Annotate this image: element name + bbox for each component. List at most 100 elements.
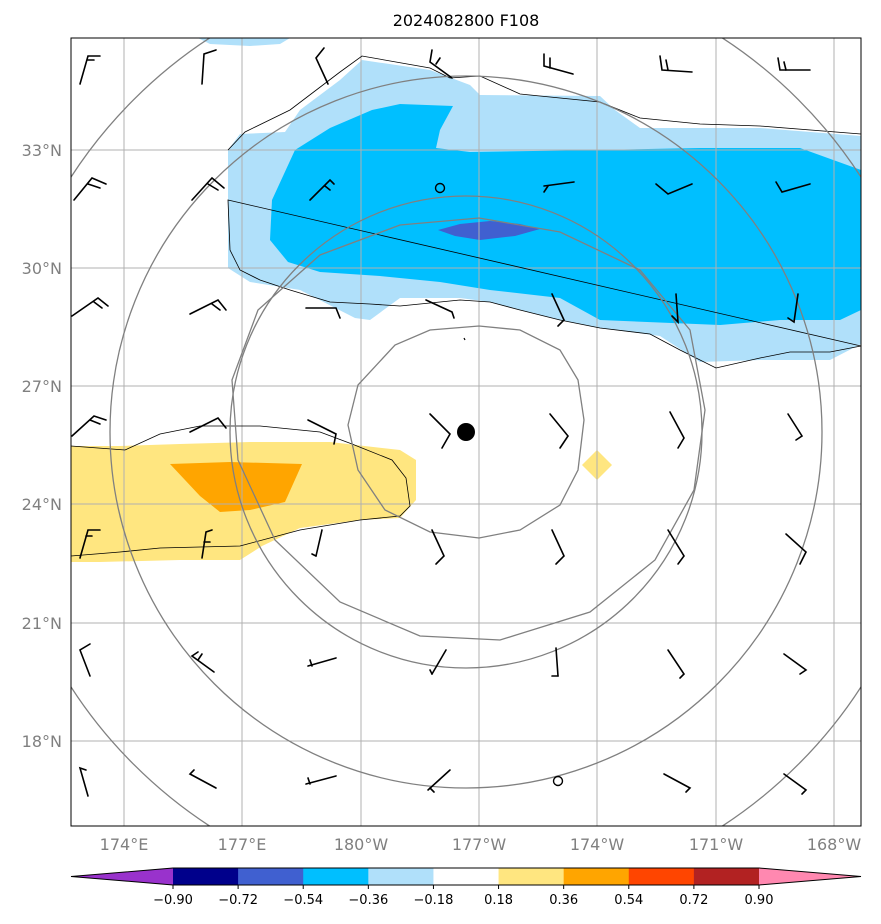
wind-barb xyxy=(307,419,337,445)
colorbar-segment xyxy=(368,868,434,885)
wind-barb xyxy=(431,529,445,565)
contour-ring-1 xyxy=(231,217,706,641)
upper-contour xyxy=(227,55,861,369)
contour-inner xyxy=(347,325,585,539)
colorbar: −0.90 −0.72 −0.54 −0.36 −0.18 0.18 0.36 0.54 0.7… xyxy=(70,867,862,908)
wind-barb xyxy=(188,769,217,789)
wind-barb xyxy=(79,529,101,559)
wind-barb xyxy=(667,529,685,565)
small-mark xyxy=(463,337,466,341)
lon-label: 180°W xyxy=(334,835,389,854)
wind-barb xyxy=(189,298,227,315)
wind-calm xyxy=(434,182,446,194)
wind-barb xyxy=(79,55,101,85)
wind-barb xyxy=(305,307,341,319)
wind-barb xyxy=(427,769,451,793)
wind-barb xyxy=(785,533,807,565)
wind-barb xyxy=(783,773,808,795)
map-area xyxy=(71,38,861,826)
lon-label: 177°W xyxy=(452,835,507,854)
lat-label: 18°N xyxy=(22,732,62,751)
wind-barb xyxy=(671,293,679,325)
colorbar-tick-label: 0.18 xyxy=(484,893,513,908)
colorbar-segment xyxy=(498,868,565,885)
lon-label: 171°W xyxy=(689,835,744,854)
wind-barb xyxy=(787,293,799,324)
colorbar-tick-label: −0.72 xyxy=(218,893,258,908)
lon-label: 174°W xyxy=(570,835,625,854)
lat-label: 27°N xyxy=(22,377,62,396)
map-frame xyxy=(70,37,862,827)
wind-barb xyxy=(71,415,107,437)
wind-barb xyxy=(201,529,213,559)
wind-barbs xyxy=(71,47,811,797)
colorbar-segment xyxy=(303,868,369,885)
wind-barb xyxy=(309,178,335,201)
wind-barb xyxy=(551,647,559,677)
wind-barb xyxy=(311,529,323,557)
wind-barb xyxy=(73,177,107,201)
colorbar-tick-label: −0.36 xyxy=(348,893,388,908)
colorbar-segment xyxy=(173,868,239,885)
wind-barb xyxy=(777,57,811,71)
wind-barb xyxy=(429,49,453,79)
wind-barb xyxy=(655,183,693,195)
lat-label: 33°N xyxy=(22,141,62,160)
wind-barb xyxy=(787,413,804,441)
lat-label: 30°N xyxy=(22,259,62,278)
colorbar-segment xyxy=(628,868,695,885)
wind-barb xyxy=(543,53,574,75)
lower-contour xyxy=(71,425,411,557)
royal-blue-region xyxy=(438,221,540,240)
colorbar-tick-label: 0.36 xyxy=(549,893,578,908)
wind-barb xyxy=(783,653,808,675)
colorbar-tick-label: 0.90 xyxy=(745,893,774,908)
colorbar-segment xyxy=(238,868,304,885)
wind-barb xyxy=(429,413,451,449)
contour-ring-3 xyxy=(109,75,823,789)
colorbar-segment xyxy=(563,868,630,885)
lower-left-light-blue xyxy=(198,38,290,46)
map-title: 2024082800 F108 xyxy=(393,11,540,30)
wind-barb xyxy=(189,416,227,433)
wind-calm xyxy=(552,775,564,787)
wind-barb xyxy=(669,411,685,449)
colorbar-segment xyxy=(433,868,500,885)
colorbar-tick-label: 0.72 xyxy=(679,893,708,908)
colorbar-tick-label: −0.18 xyxy=(414,893,454,908)
colorbar-extend-low xyxy=(71,868,173,885)
wind-barb xyxy=(551,529,565,565)
wind-barb xyxy=(663,773,692,793)
lat-label: 24°N xyxy=(22,495,62,514)
lon-label: 174°E xyxy=(100,835,149,854)
wind-barb xyxy=(551,293,565,327)
gridlines xyxy=(71,38,861,826)
colorbar-tick-label: −0.54 xyxy=(283,893,323,908)
wind-barb xyxy=(305,775,337,785)
wind-barb xyxy=(201,49,217,85)
thin-contours xyxy=(71,55,861,557)
lat-label: 21°N xyxy=(22,614,62,633)
colorbar-tick-label: 0.54 xyxy=(614,893,643,908)
storm-center-marker xyxy=(457,423,475,441)
wind-barb xyxy=(71,297,109,317)
colorbar-segment xyxy=(693,868,760,885)
wind-barb xyxy=(425,299,455,319)
wind-barb xyxy=(315,47,329,85)
sky-blue-region xyxy=(270,104,861,325)
grey-contours xyxy=(71,38,861,826)
lon-label: 168°W xyxy=(807,835,862,854)
wind-barb xyxy=(191,176,225,201)
wind-barb xyxy=(307,657,337,667)
wind-barb xyxy=(190,651,215,673)
wind-barb xyxy=(667,649,686,679)
colorbar-extend-high xyxy=(759,868,861,885)
wind-barb xyxy=(429,649,447,675)
wind-barb xyxy=(79,643,91,677)
wind-barb xyxy=(78,766,89,797)
colorbar-tick-label: −0.90 xyxy=(153,893,193,908)
wind-barb xyxy=(549,413,569,449)
wind-barb xyxy=(543,181,575,193)
wind-barb xyxy=(775,181,811,193)
